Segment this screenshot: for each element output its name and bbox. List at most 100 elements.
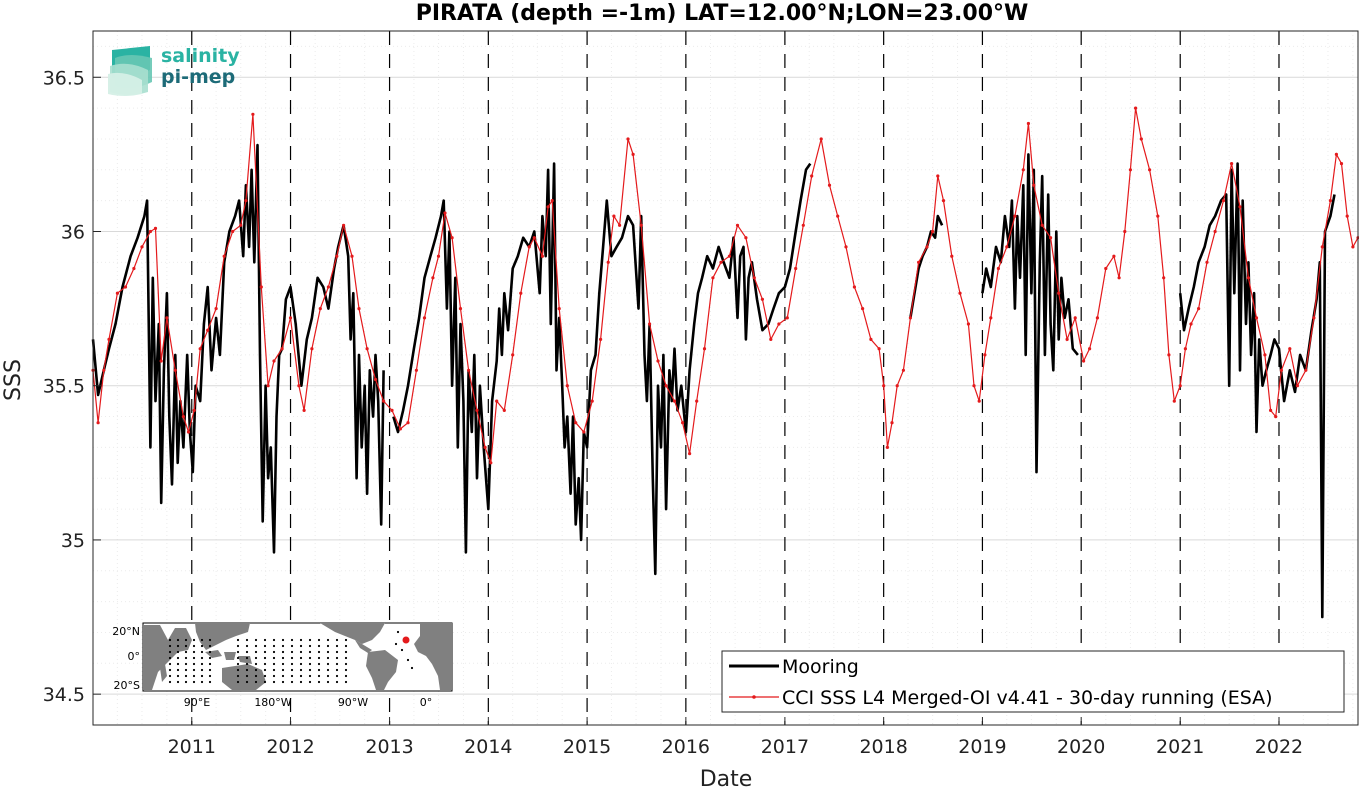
cci-point [972, 384, 976, 388]
inset-mooring-dot [326, 644, 330, 648]
cci-point [1183, 347, 1187, 351]
cci-point [936, 174, 940, 178]
x-tick-label: 2019 [958, 736, 1006, 758]
cci-point [107, 337, 111, 341]
inset-lat-label: 0° [128, 650, 141, 663]
cci-point [719, 260, 723, 264]
y-tick-label: 35.5 [43, 376, 85, 398]
cci-point [251, 112, 255, 116]
cci-point [977, 399, 981, 403]
inset-map-mooring-dots [168, 630, 414, 684]
inset-mooring-dot [236, 644, 240, 648]
cci-point [950, 254, 954, 258]
inset-mooring-dot [200, 662, 204, 666]
cci-point [801, 223, 805, 227]
cci-point [760, 297, 765, 301]
cci-point [895, 384, 899, 388]
inset-mooring-dot [281, 668, 285, 672]
cci-point [917, 260, 921, 264]
cci-point [1339, 162, 1344, 166]
cci-point [890, 421, 894, 425]
y-tick-label: 36.5 [43, 67, 85, 89]
cci-point [565, 384, 569, 388]
cci-point [1254, 316, 1259, 320]
inset-mooring-dot [176, 674, 180, 678]
inset-mooring-dot [299, 656, 303, 660]
inset-mooring-dot [176, 662, 180, 666]
cci-point [752, 276, 756, 280]
x-tick-label: 2013 [365, 736, 413, 758]
x-tick-label: 2015 [563, 736, 611, 758]
inset-mooring-dot [184, 644, 188, 648]
mooring-line-segment [981, 153, 1079, 474]
inset-mooring-dot [263, 662, 267, 666]
inset-mooring-dot [254, 668, 258, 672]
cci-point [852, 285, 857, 289]
cci-point [1148, 168, 1152, 172]
cci-point [357, 307, 361, 311]
cci-point [1288, 347, 1292, 351]
inset-mooring-dot [184, 680, 188, 684]
inset-mooring-dot [192, 668, 196, 672]
inset-mooring-dot [272, 674, 276, 678]
inset-mooring-dot [254, 650, 258, 654]
inset-mooring-dot [290, 656, 294, 660]
cci-point [310, 347, 314, 351]
y-axis-label: SSS [1, 359, 26, 401]
inset-mooring-dot [326, 668, 330, 672]
inset-mooring-dot [281, 644, 285, 648]
cci-point [458, 307, 463, 311]
cci-point [115, 291, 119, 295]
inset-mooring-dot [168, 680, 172, 684]
cci-point [186, 430, 191, 434]
inset-mooring-dot [192, 674, 196, 678]
inset-mooring-dot [236, 674, 240, 678]
cci-point [159, 359, 163, 363]
inset-mooring-dot [344, 656, 348, 660]
x-tick-label: 2022 [1255, 736, 1303, 758]
cci-point [1128, 168, 1132, 172]
inset-mooring-dot [184, 674, 188, 678]
inset-mooring-dot [394, 642, 398, 646]
inset-lat-label: 20°N [112, 625, 140, 638]
inset-mooring-dot [192, 656, 196, 660]
cci-point [877, 347, 881, 351]
cci-point [1320, 245, 1324, 249]
inset-mooring-dot [263, 680, 267, 684]
inset-mooring-dot [335, 668, 339, 672]
inset-mooring-dot [344, 668, 348, 672]
inset-mooring-dot [245, 668, 249, 672]
inset-mooring-dot [236, 638, 240, 642]
inset-mooring-dot [192, 662, 196, 666]
inset-mooring-dot [326, 656, 330, 660]
cci-point [350, 254, 354, 258]
cci-point [1334, 152, 1338, 156]
cci-point [590, 399, 594, 403]
inset-mooring-dot [308, 644, 312, 648]
inset-mooring-dot [254, 644, 258, 648]
cci-point [735, 223, 740, 227]
mooring-line-segment [392, 162, 812, 576]
inset-mooring-dot [326, 638, 330, 642]
cci-point [1021, 168, 1025, 172]
cci-point [1263, 353, 1267, 357]
inset-mooring-dot [290, 650, 294, 654]
inset-mooring-dot [396, 630, 400, 634]
cci-point [259, 285, 263, 289]
inset-mooring-dot [245, 674, 249, 678]
cci-point [688, 452, 692, 456]
inset-lon-label: 0° [420, 696, 433, 709]
cci-point [1178, 384, 1182, 388]
cci-point [1205, 260, 1209, 264]
inset-mooring-dot [236, 680, 240, 684]
inset-mooring-dot [168, 662, 172, 666]
cci-point [941, 199, 946, 203]
cci-point [422, 316, 427, 320]
cci-point [925, 245, 929, 249]
cci-point [639, 223, 643, 227]
cci-point [96, 421, 100, 425]
cci-point [582, 430, 586, 434]
inset-mooring-dot [344, 674, 348, 678]
cci-point [1351, 245, 1355, 249]
cci-point [574, 421, 578, 425]
